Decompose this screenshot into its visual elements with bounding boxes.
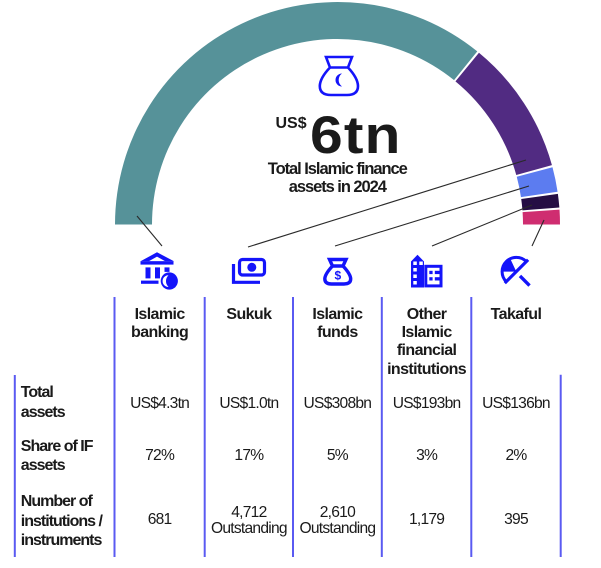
- svg-text:$: $: [334, 269, 341, 283]
